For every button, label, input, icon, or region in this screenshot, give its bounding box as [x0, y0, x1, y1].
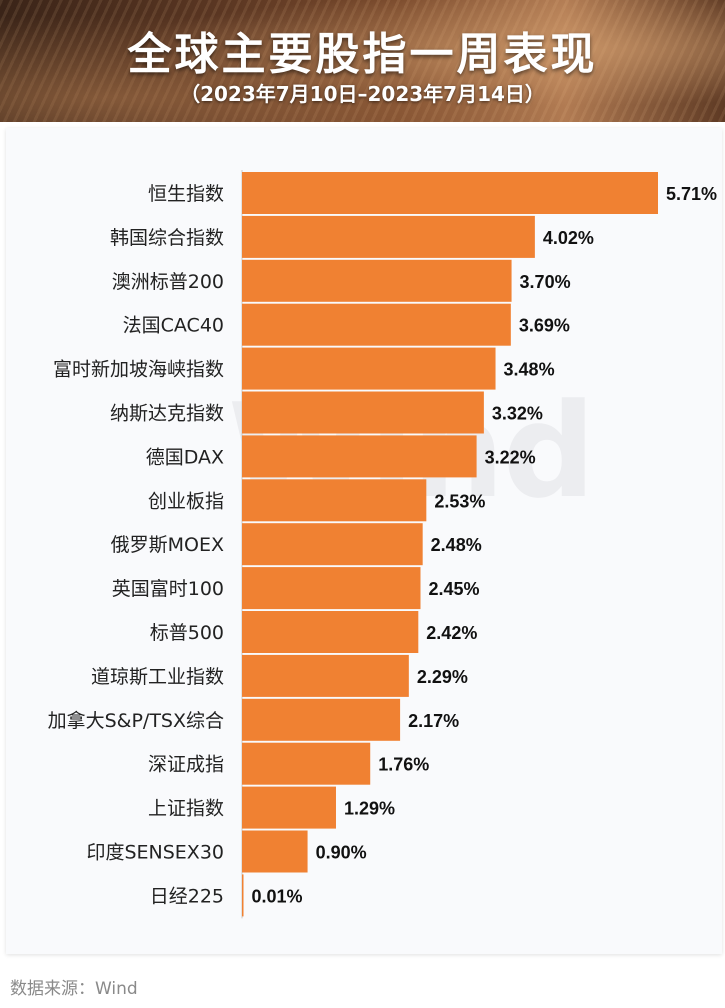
value-label: 1.76% [378, 755, 429, 775]
category-label: 英国富时100 [112, 578, 224, 600]
bar [242, 259, 512, 302]
bar [242, 479, 427, 522]
category-label: 俄罗斯MOEX [111, 534, 224, 556]
value-label: 2.45% [428, 579, 479, 599]
category-label: 法国CAC40 [123, 315, 224, 337]
value-label: 0.01% [252, 886, 303, 906]
value-label: 1.29% [344, 799, 395, 819]
category-label: 标普500 [150, 622, 224, 644]
bar [242, 698, 401, 741]
category-label: 印度SENSEX30 [86, 842, 224, 864]
value-label: 3.69% [519, 316, 570, 336]
category-label: 日经225 [150, 885, 224, 907]
value-label: 2.42% [426, 623, 477, 643]
value-label: 5.71% [666, 184, 717, 204]
category-label: 纳斯达克指数 [110, 403, 224, 425]
bar [242, 172, 658, 214]
value-label: 2.29% [417, 667, 468, 687]
category-label: 富时新加坡海峡指数 [53, 359, 224, 381]
bar [242, 391, 484, 434]
bar [242, 347, 496, 390]
bar-chart: 恒生指数 5.71% 韩国综合指数 4.02% 澳洲标普200 3.70% 法国CAC40 3… [48, 170, 717, 919]
date-range-subtitle: （2023年7月10日–2023年7月14日） [180, 82, 545, 106]
bar [242, 611, 419, 653]
value-label: 4.02% [543, 228, 594, 248]
category-label: 深证成指 [148, 754, 224, 776]
category-label: 加拿大S&P/TSX综合 [48, 709, 224, 732]
bar [242, 523, 423, 566]
category-label: 德国DAX [146, 446, 224, 468]
value-label: 0.90% [316, 843, 367, 863]
bar [242, 654, 409, 697]
value-label: 3.70% [520, 272, 571, 292]
header-banner: 全球主要股指一周表现 （2023年7月10日–2023年7月14日） [0, 0, 725, 122]
category-label: 道琼斯工业指数 [91, 666, 224, 688]
value-label: 2.48% [431, 535, 482, 555]
value-label: 2.17% [408, 711, 459, 731]
bar [242, 786, 336, 829]
data-source-note: 数据来源：Wind [10, 979, 138, 999]
bar [242, 303, 511, 346]
value-label: 3.48% [504, 360, 555, 380]
bar [242, 435, 477, 478]
bar [242, 830, 308, 873]
category-label: 恒生指数 [148, 183, 224, 205]
category-label: 澳洲标普200 [112, 271, 224, 293]
value-label: 3.32% [492, 404, 543, 424]
bar [242, 215, 535, 258]
bar [242, 742, 371, 785]
bar [242, 874, 244, 917]
value-label: 2.53% [434, 491, 485, 511]
category-label: 上证指数 [148, 798, 224, 820]
category-label: 创业板指 [148, 490, 224, 512]
value-label: 3.22% [485, 447, 536, 467]
page-title: 全球主要股指一周表现 [127, 29, 598, 80]
category-label: 韩国综合指数 [110, 227, 224, 249]
bar [242, 567, 421, 610]
